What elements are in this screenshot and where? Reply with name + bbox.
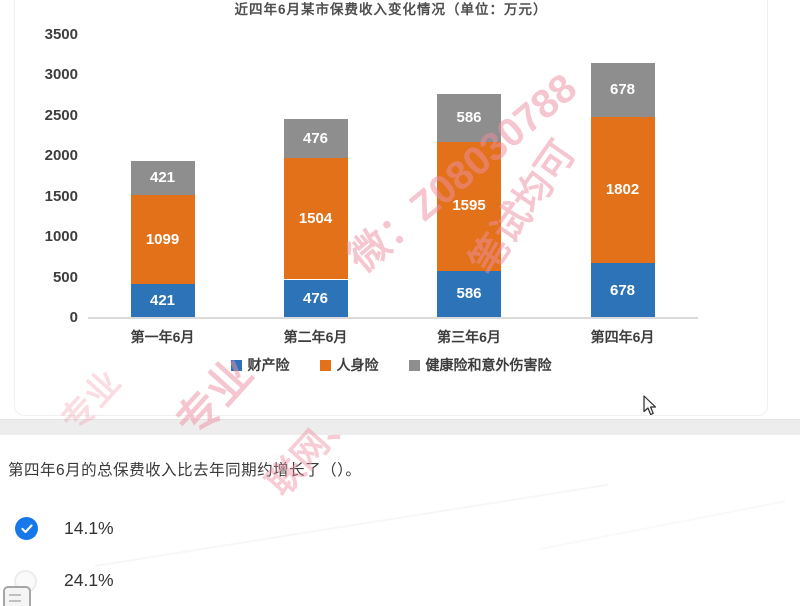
notes-icon-line [9, 594, 21, 596]
bar-segment-健康险和意外伤害险: 421 [130, 161, 195, 196]
y-axis-tick: 500 [52, 268, 78, 286]
legend-swatch-icon [319, 359, 331, 371]
bar-segment-健康险和意外伤害险: 678 [590, 62, 655, 118]
bar-segment-人身险: 1504 [283, 157, 348, 280]
bar-value-label: 421 [149, 291, 176, 309]
bar-segment-健康险和意外伤害险: 476 [283, 119, 348, 158]
y-axis-tick: 1000 [44, 228, 78, 246]
bar-segment-财产险: 586 [437, 270, 501, 318]
bar-segment-人身险: 1802 [590, 117, 655, 264]
bar-value-label: 1099 [145, 230, 180, 248]
bar-segment-财产险: 678 [590, 263, 655, 318]
chart-card [14, 0, 768, 416]
x-axis-category-label: 第一年6月 [130, 329, 195, 345]
y-axis-tick: 2000 [44, 147, 78, 165]
y-axis-tick: 2500 [44, 106, 78, 124]
x-axis-category-label: 第四年6月 [590, 329, 655, 345]
legend-label: 财产险 [247, 357, 290, 373]
bar-value-label: 678 [609, 81, 636, 99]
chart-legend: 财产险 人身险 健康险和意外伤害险 [14, 355, 768, 375]
y-axis-tick: 1500 [44, 187, 78, 205]
bar-value-label: 1504 [298, 209, 333, 227]
question-text: 第四年6月的总保费收入比去年同期约增长了（）。 [8, 462, 362, 479]
bar-value-label: 421 [149, 169, 176, 187]
bar-value-label: 476 [302, 289, 329, 307]
bar-value-label: 476 [302, 129, 329, 147]
y-axis-tick: 3500 [44, 26, 78, 43]
bar-value-label: 586 [456, 108, 482, 126]
radio-selected-icon[interactable] [15, 517, 38, 540]
x-axis-category-label: 第二年6月 [283, 329, 348, 345]
bar-value-label: 1595 [452, 197, 486, 215]
legend-label: 健康险和意外伤害险 [425, 357, 552, 373]
bar-value-label: 586 [456, 285, 482, 303]
y-axis-tick: 0 [69, 309, 78, 326]
bar-segment-财产险: 476 [283, 279, 348, 318]
notes-icon[interactable] [3, 586, 31, 606]
x-axis-line [88, 317, 698, 319]
y-axis-tick: 3000 [44, 66, 78, 84]
x-axis-category-label: 第三年6月 [437, 329, 501, 345]
bar-value-label: 1802 [605, 181, 640, 199]
mouse-cursor [643, 395, 657, 416]
legend-item-健康险和意外伤害险: 健康险和意外伤害险 [408, 355, 552, 375]
bar-segment-人身险: 1099 [130, 195, 195, 284]
bar-segment-人身险: 1595 [437, 141, 501, 271]
legend-swatch-icon [230, 359, 242, 371]
chart-title: 近四年6月某市保费收入变化情况（单位：万元） [234, 2, 548, 17]
legend-swatch-icon [408, 359, 420, 371]
bar-segment-财产险: 421 [130, 283, 195, 318]
answer-option[interactable]: 24.1% [0, 564, 300, 596]
bar-value-label: 678 [609, 281, 636, 299]
legend-item-人身险: 人身险 [319, 355, 379, 375]
answer-option-label: 14.1% [64, 518, 114, 538]
legend-item-财产险: 财产险 [230, 355, 290, 375]
answer-option[interactable]: 14.1% [0, 512, 300, 544]
section-divider [0, 419, 800, 435]
answer-option-label: 24.1% [64, 570, 114, 590]
faint-watermark-streak [539, 500, 786, 550]
legend-label: 人身险 [336, 357, 379, 373]
bar-segment-健康险和意外伤害险: 586 [437, 94, 501, 142]
notes-icon-line [9, 600, 21, 602]
